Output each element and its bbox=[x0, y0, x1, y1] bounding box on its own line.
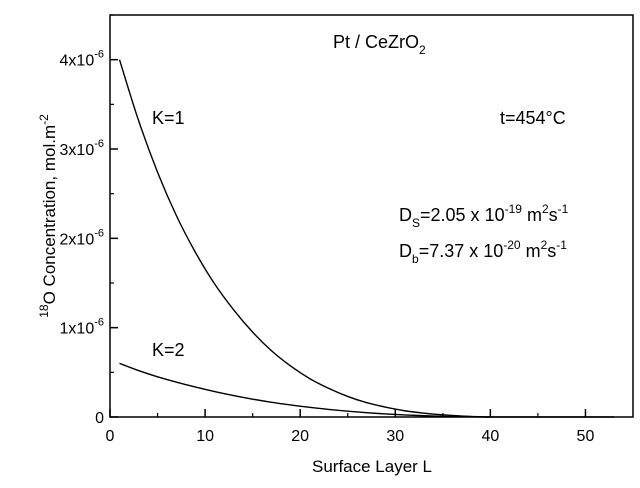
x-tick-label: 30 bbox=[386, 428, 404, 445]
y-tick-label: 3x10-6 bbox=[60, 138, 104, 159]
chart-title: Pt / CeZrO2 bbox=[333, 32, 426, 57]
y-tick-label: 2x10-6 bbox=[60, 227, 104, 248]
db-label: Db=7.37 x 10-20 m2s-1 bbox=[399, 238, 567, 266]
series-line-k-2 bbox=[119, 362, 491, 418]
x-tick-label: 40 bbox=[481, 428, 499, 445]
x-tick-label: 20 bbox=[291, 428, 309, 445]
ds-label: DS=2.05 x 10-19 m2s-1 bbox=[399, 202, 569, 230]
x-axis-ticks: 0 10 20 30 40 50 bbox=[106, 409, 595, 445]
x-axis-title: Surface Layer L bbox=[312, 457, 432, 476]
y-axis-ticks: 0 1x10-6 2x10-6 3x10-6 4x10-6 bbox=[60, 14, 118, 427]
y-tick-label: 4x10-6 bbox=[60, 49, 104, 70]
plot-area bbox=[109, 14, 634, 418]
series-label-k2: K=2 bbox=[152, 340, 185, 360]
temperature-label: t=454°C bbox=[500, 108, 566, 128]
y-axis-title: 18O Concentration, mol.m-2 bbox=[37, 114, 59, 318]
y-tick-label: 1x10-6 bbox=[60, 317, 104, 338]
y-tick-label: 0 bbox=[95, 410, 104, 427]
x-tick-label: 10 bbox=[196, 428, 214, 445]
x-tick-label: 50 bbox=[577, 428, 595, 445]
series-label-k1: K=1 bbox=[152, 108, 185, 128]
x-tick-label: 0 bbox=[106, 428, 115, 445]
series-layer bbox=[118, 59, 614, 418]
